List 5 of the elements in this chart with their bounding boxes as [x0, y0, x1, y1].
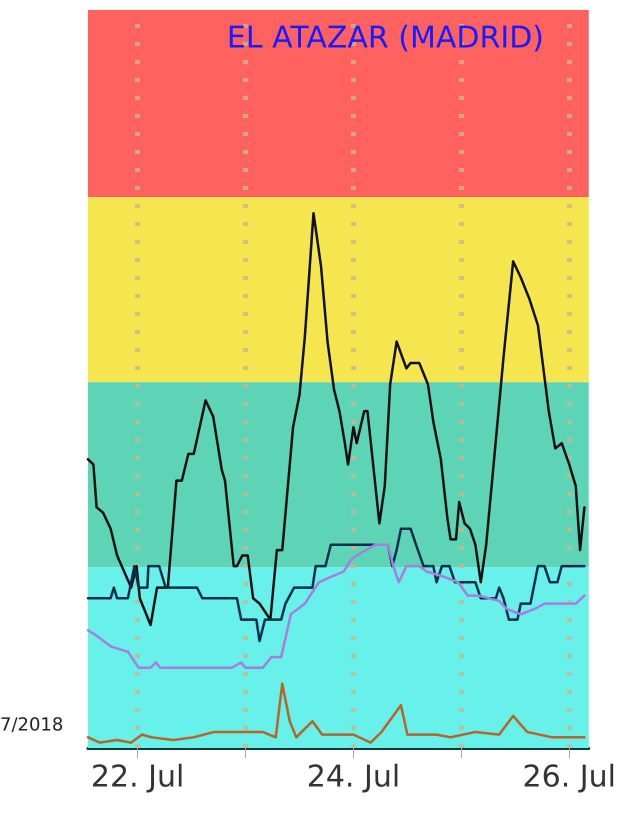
chart-title: EL ATAZAR (MADRID) [226, 20, 544, 56]
text: 7/2018 [0, 714, 64, 736]
x-tick-label: 26. Jul [522, 760, 616, 794]
x-tick-label: 22. Jul [90, 760, 184, 794]
x-tick-label: 24. Jul [306, 760, 400, 794]
